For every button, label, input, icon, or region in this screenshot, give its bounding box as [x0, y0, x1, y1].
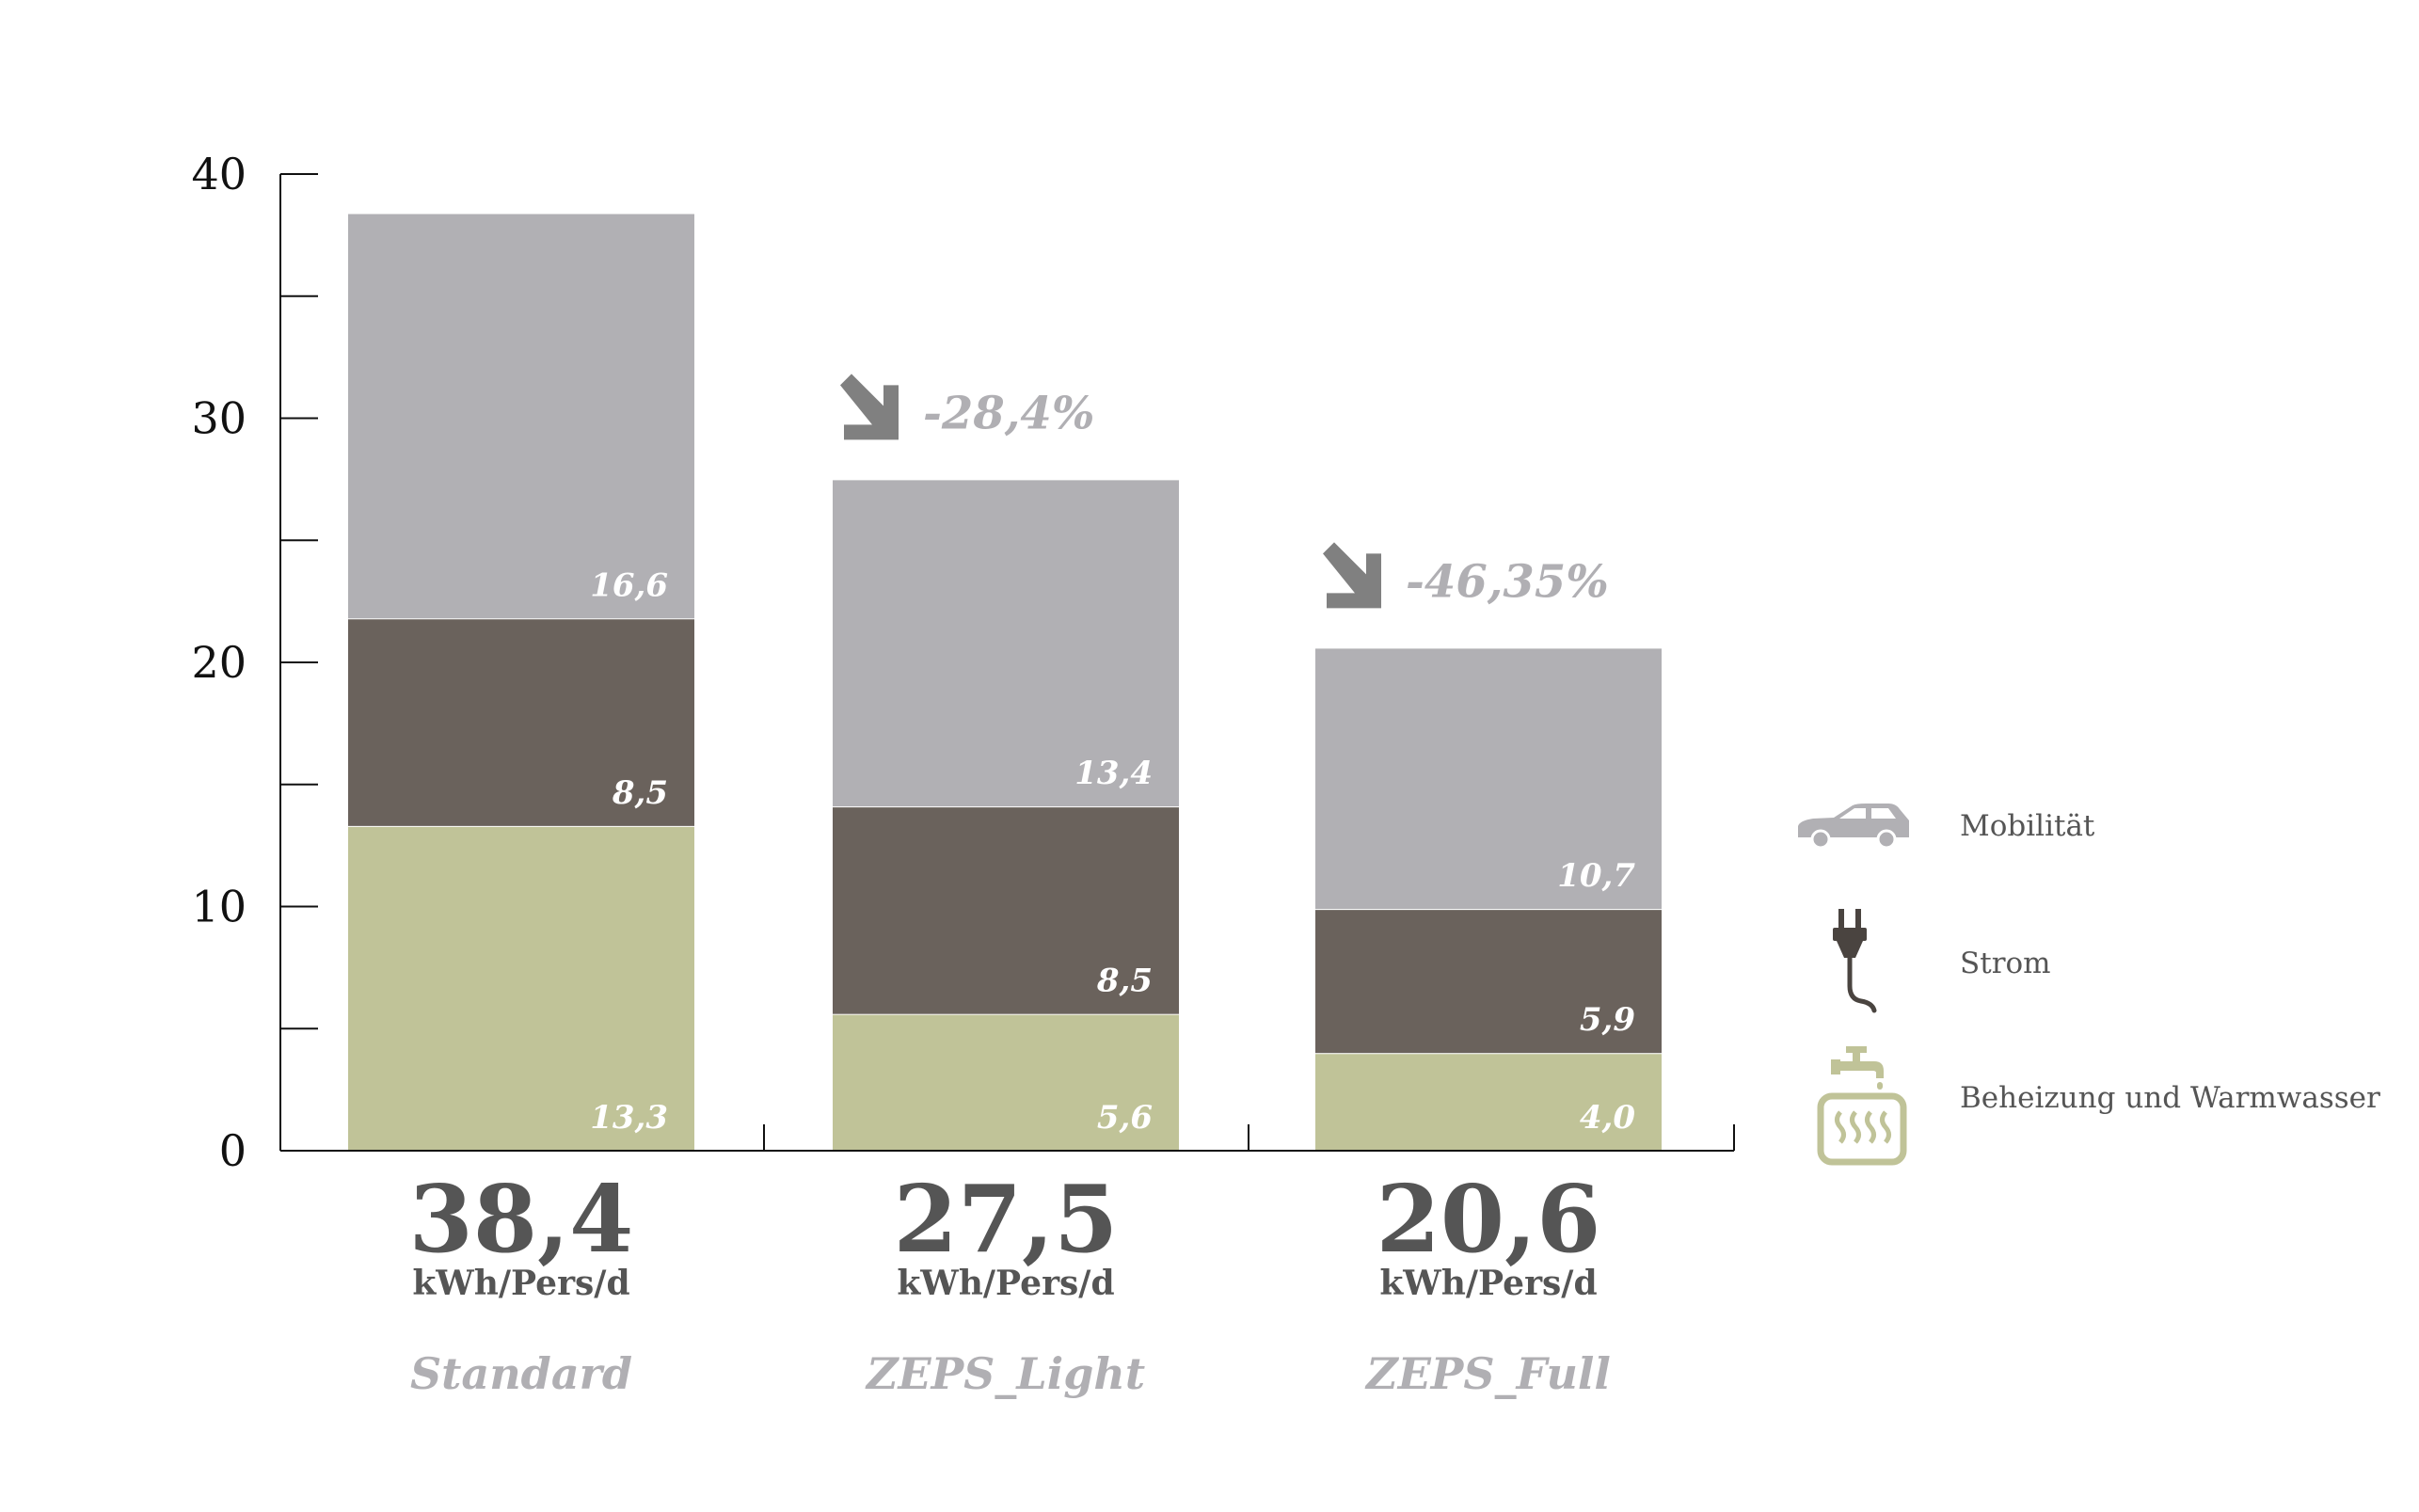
total-value-label: 38,4: [409, 1166, 634, 1274]
category-label: ZEPS_Light: [865, 1348, 1145, 1399]
bar-segment-ZEPS_Full-1: [1315, 909, 1662, 1054]
reduction-label: -28,4%: [923, 387, 1094, 439]
annotations-layer: 38,4kWh/Pers/dStandard27,5kWh/Pers/dZEPS…: [409, 374, 1611, 1399]
arrow-down-right-icon: [840, 374, 899, 440]
bar-segment-ZEPS_Full-2: [1315, 647, 1662, 910]
segment-value-label: 13,3: [590, 1099, 668, 1137]
segment-value-label: 5,9: [1580, 1001, 1635, 1039]
bar-segment-ZEPS_Light-1: [833, 806, 1179, 1014]
segment-value-label: 4,0: [1580, 1099, 1635, 1137]
category-label: ZEPS_Full: [1364, 1348, 1611, 1399]
y-tick-label: 0: [219, 1125, 247, 1176]
y-tick-label: 40: [191, 149, 247, 199]
y-tick-label: 10: [191, 882, 247, 932]
y-axis: 0 10 20 30 40: [191, 149, 1735, 1176]
bar-segment-ZEPS_Light-0: [833, 1013, 1179, 1151]
segment-value-label: 16,6: [590, 566, 668, 604]
heating-tap-icon: [1817, 1046, 1907, 1166]
bar-segment-ZEPS_Light-2: [833, 479, 1179, 807]
legend-label-beheizung: Beheizung und Warmwasser: [1960, 1081, 2380, 1115]
segment-value-label: 10,7: [1557, 857, 1635, 895]
y-tick-label: 30: [191, 393, 247, 444]
bar-segment-Standard-1: [348, 618, 694, 826]
unit-label: kWh/Pers/d: [1379, 1264, 1597, 1303]
arrow-shape: [1323, 542, 1381, 609]
bar-segment-ZEPS_Full-0: [1315, 1053, 1662, 1151]
total-value-label: 27,5: [894, 1166, 1119, 1274]
unit-label: kWh/Pers/d: [412, 1264, 629, 1303]
reduction-label: -46,35%: [1406, 555, 1609, 608]
category-label: Standard: [410, 1348, 632, 1399]
y-tick-label: 20: [191, 637, 247, 688]
legend: Mobilität Strom: [1798, 804, 2380, 1166]
legend-label-strom: Strom: [1960, 947, 2051, 980]
unit-label: kWh/Pers/d: [897, 1264, 1114, 1303]
plug-icon: [1833, 909, 1877, 1013]
bar-segment-Standard-0: [348, 825, 694, 1151]
bars-layer: 13,3 8,5 16,6 5,6 8,5 13,4 4,0 5,9 10,7: [348, 212, 1662, 1151]
total-value-label: 20,6: [1377, 1166, 1601, 1274]
legend-label-mobilitaet: Mobilität: [1960, 809, 2095, 843]
arrow-down-right-icon: [1323, 542, 1381, 609]
bar-segment-Standard-2: [348, 213, 694, 619]
segment-value-label: 13,4: [1074, 755, 1153, 792]
segment-value-label: 8,5: [1096, 963, 1153, 1000]
segment-value-label: 8,5: [612, 774, 668, 812]
legend-item-beheizung: Beheizung und Warmwasser: [1817, 1046, 2380, 1166]
arrow-shape: [840, 374, 899, 440]
legend-item-mobilitaet: Mobilität: [1798, 804, 2095, 850]
legend-item-strom: Strom: [1833, 909, 2051, 1013]
car-icon: [1798, 804, 1909, 850]
segment-value-label: 5,6: [1097, 1099, 1153, 1137]
